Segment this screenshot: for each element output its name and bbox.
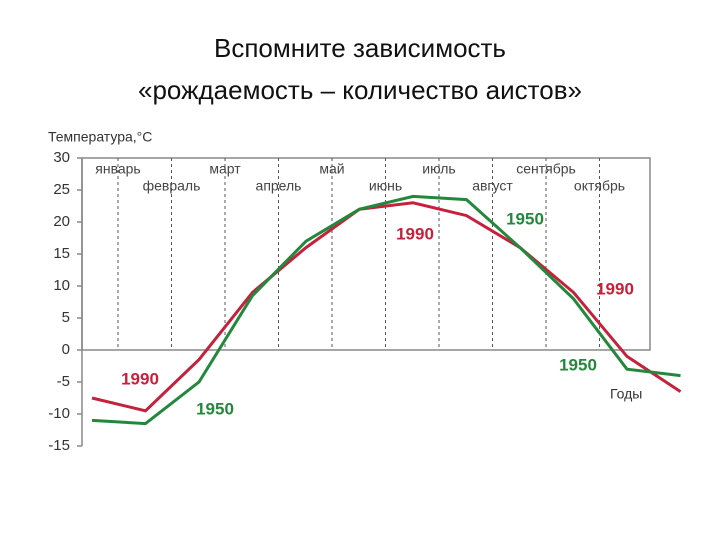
x-tick-label: июль xyxy=(422,161,455,177)
slide-title: «рождаемость – количество аистов» xyxy=(138,75,582,105)
y-tick-label: 25 xyxy=(53,181,70,198)
series-label: 1990 xyxy=(396,224,434,243)
y-tick-label: 30 xyxy=(53,149,70,166)
x-axis-label: Годы xyxy=(610,386,642,402)
x-tick-label: август xyxy=(472,178,513,194)
annotation: 1950 xyxy=(559,355,597,374)
y-tick-label: -15 xyxy=(48,437,70,454)
y-tick-label: -10 xyxy=(48,405,70,422)
y-tick-label: 20 xyxy=(53,213,70,230)
x-tick-label: апрель xyxy=(256,178,302,194)
y-tick-label: 0 xyxy=(62,341,70,358)
x-tick-label: октябрь xyxy=(574,178,625,194)
y-tick-label: -5 xyxy=(57,373,70,390)
y-tick-label: 15 xyxy=(53,245,70,262)
y-tick-label: 5 xyxy=(62,309,70,326)
series-label: 1950 xyxy=(506,209,544,228)
y-tick-label: 10 xyxy=(53,277,70,294)
x-tick-label: февраль xyxy=(143,178,201,194)
annotation: 1950 xyxy=(196,399,234,418)
x-tick-label: сентябрь xyxy=(516,161,576,177)
slide-title: Вспомните зависимость xyxy=(214,33,506,63)
y-axis-label: Температура,°С xyxy=(48,129,152,145)
annotation: 1990 xyxy=(596,279,634,298)
x-tick-label: май xyxy=(319,161,344,177)
x-tick-label: январь xyxy=(95,161,140,177)
x-tick-label: март xyxy=(209,161,241,177)
data-line xyxy=(91,194,681,426)
annotation: 1990 xyxy=(121,369,159,388)
data-line xyxy=(91,201,682,413)
x-tick-label: июнь xyxy=(369,178,402,194)
